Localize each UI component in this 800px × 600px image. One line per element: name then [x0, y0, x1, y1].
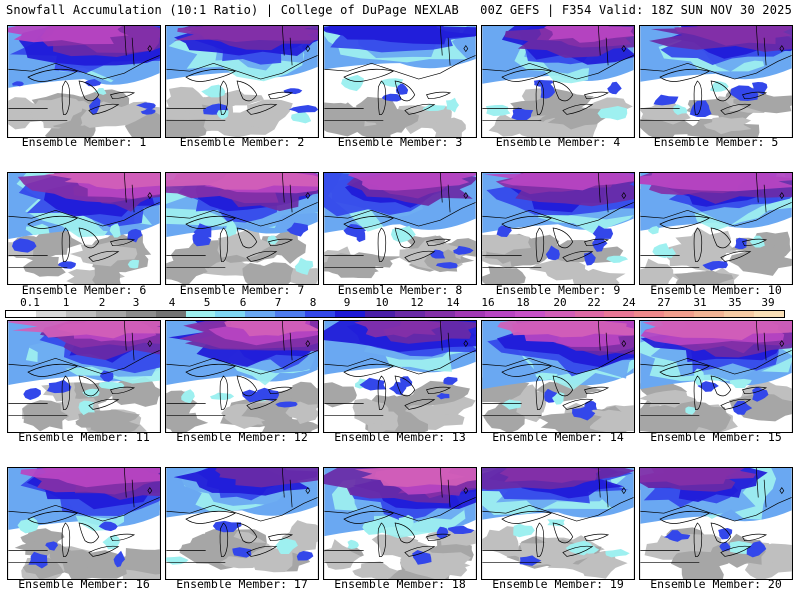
ensemble-member-caption: Ensemble Member: 11: [18, 430, 150, 444]
color-scale-label: 27: [657, 296, 671, 309]
ensemble-member-caption: Ensemble Member: 15: [650, 430, 782, 444]
color-scale-label: 35: [728, 296, 742, 309]
color-scale-bar: [5, 310, 785, 318]
ensemble-member-map: [481, 467, 635, 580]
color-swatch: [394, 311, 425, 317]
ensemble-member-map: [323, 172, 477, 285]
color-scale-label: 20: [553, 296, 567, 309]
ensemble-member-caption: Ensemble Member: 4: [495, 135, 621, 149]
ensemble-member-map: [639, 25, 793, 138]
color-swatch: [215, 311, 246, 317]
ensemble-member-caption: Ensemble Member: 1: [21, 135, 147, 149]
color-swatch: [155, 311, 186, 317]
color-swatch: [65, 311, 96, 317]
ensemble-member-caption: Ensemble Member: 5: [653, 135, 779, 149]
ensemble-member-map: [323, 467, 477, 580]
ensemble-member-caption: Ensemble Member: 3: [337, 135, 463, 149]
chart-title: Snowfall Accumulation (10:1 Ratio) | Col…: [6, 3, 459, 17]
ensemble-member-caption: Ensemble Member: 17: [176, 577, 308, 591]
ensemble-member-map: [7, 467, 161, 580]
color-swatch: [424, 311, 455, 317]
color-scale-label: 16: [481, 296, 495, 309]
color-swatch: [125, 311, 156, 317]
color-swatch: [35, 311, 66, 317]
ensemble-member-map: [323, 320, 477, 433]
color-scale-label: 0.1: [20, 296, 40, 309]
color-scale-label: 1: [62, 296, 70, 309]
ensemble-member-map: [639, 172, 793, 285]
color-scale-label: 3: [132, 296, 140, 309]
color-swatch: [335, 311, 366, 317]
ensemble-member-caption: Ensemble Member: 7: [179, 283, 305, 297]
ensemble-member-map: [481, 172, 635, 285]
ensemble-member-map: [165, 467, 319, 580]
color-swatch: [305, 311, 336, 317]
color-swatch: [6, 311, 36, 317]
ensemble-member-caption: Ensemble Member: 10: [650, 283, 782, 297]
ensemble-member-map: [639, 320, 793, 433]
color-swatch: [95, 311, 126, 317]
color-scale-label: 10: [375, 296, 389, 309]
color-swatch: [454, 311, 485, 317]
color-swatch: [484, 311, 515, 317]
color-scale-label: 31: [693, 296, 707, 309]
ensemble-member-caption: Ensemble Member: 13: [334, 430, 466, 444]
color-scale-label: 7: [274, 296, 282, 309]
color-scale-label: 39: [761, 296, 775, 309]
valid-time: 00Z GEFS | F354 Valid: 18Z SUN NOV 30 20…: [480, 3, 792, 17]
ensemble-member-map: [165, 172, 319, 285]
ensemble-member-map: [7, 320, 161, 433]
color-scale-label: 5: [203, 296, 211, 309]
color-swatch: [604, 311, 635, 317]
color-swatch: [514, 311, 545, 317]
ensemble-member-map: [7, 172, 161, 285]
ensemble-member-map: [165, 25, 319, 138]
ensemble-member-caption: Ensemble Member: 2: [179, 135, 305, 149]
color-swatch: [544, 311, 575, 317]
ensemble-member-map: [639, 467, 793, 580]
ensemble-member-caption: Ensemble Member: 16: [18, 577, 150, 591]
ensemble-member-map: [165, 320, 319, 433]
color-scale-label: 24: [622, 296, 636, 309]
ensemble-member-caption: Ensemble Member: 18: [334, 577, 466, 591]
color-scale-label: 14: [446, 296, 460, 309]
ensemble-member-caption: Ensemble Member: 6: [21, 283, 147, 297]
color-scale-label: 22: [587, 296, 601, 309]
ensemble-member-caption: Ensemble Member: 14: [492, 430, 624, 444]
ensemble-member-caption: Ensemble Member: 20: [650, 577, 782, 591]
ensemble-member-caption: Ensemble Member: 12: [176, 430, 308, 444]
ensemble-member-map: [481, 25, 635, 138]
color-scale-label: 8: [309, 296, 317, 309]
ensemble-member-map: [481, 320, 635, 433]
color-scale-label: 18: [516, 296, 530, 309]
color-swatch: [724, 311, 755, 317]
ensemble-member-caption: Ensemble Member: 8: [337, 283, 463, 297]
ensemble-member-caption: Ensemble Member: 9: [495, 283, 621, 297]
color-scale-label: 4: [168, 296, 176, 309]
color-swatch: [185, 311, 216, 317]
color-scale-label: 12: [410, 296, 424, 309]
color-swatch: [574, 311, 605, 317]
color-scale-label: 2: [98, 296, 106, 309]
color-swatch: [694, 311, 725, 317]
color-swatch: [275, 311, 306, 317]
color-scale-label: 9: [343, 296, 351, 309]
color-swatch: [245, 311, 276, 317]
color-swatch: [634, 311, 665, 317]
color-swatch: [365, 311, 395, 317]
ensemble-member-caption: Ensemble Member: 19: [492, 577, 624, 591]
ensemble-member-map: [7, 25, 161, 138]
color-scale-label: 6: [239, 296, 247, 309]
ensemble-member-map: [323, 25, 477, 138]
color-swatch: [664, 311, 695, 317]
color-swatch: [754, 311, 784, 317]
